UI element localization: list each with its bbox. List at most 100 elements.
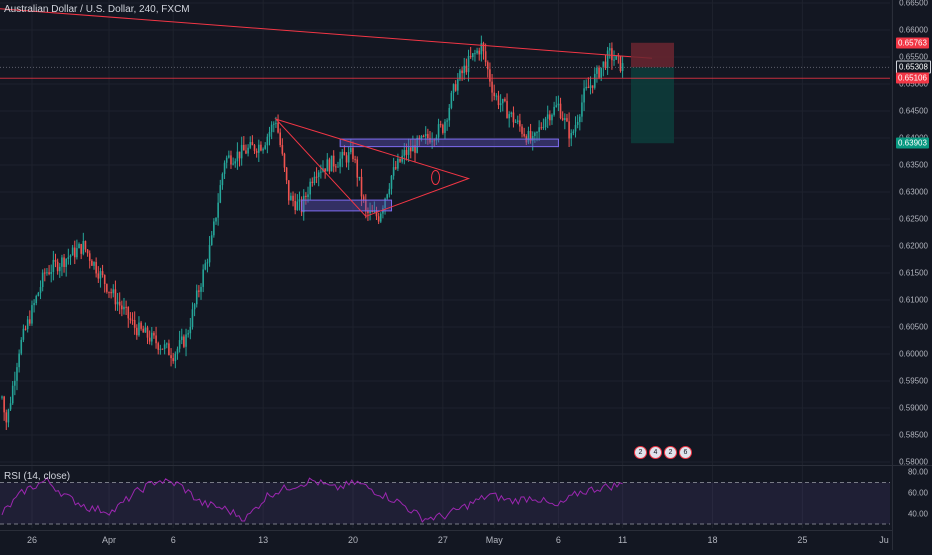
candle-body: [151, 332, 153, 342]
candle-body: [508, 114, 510, 119]
resistance-trendline[interactable]: [0, 8, 653, 59]
candle-body: [97, 273, 100, 279]
candle-body: [16, 367, 18, 381]
candle-body: [58, 266, 61, 272]
support-zone[interactable]: [339, 138, 559, 148]
candle-body: [106, 284, 108, 292]
candle-body: [260, 144, 262, 151]
date-axis[interactable]: [0, 530, 892, 551]
candle-body: [596, 67, 598, 74]
event-badge[interactable]: 2: [664, 446, 677, 459]
candle-body: [159, 348, 162, 350]
candle-body: [450, 92, 453, 108]
date-tick-label: May: [485, 535, 503, 545]
candle-body: [414, 145, 416, 153]
take-profit-zone[interactable]: [631, 67, 674, 144]
stop-loss-zone[interactable]: [631, 42, 674, 68]
candle-body: [116, 301, 119, 305]
event-badge[interactable]: 2: [634, 446, 647, 459]
candle-body: [129, 318, 132, 320]
date-tick-label: 26: [26, 535, 38, 545]
candle-body: [452, 84, 455, 93]
candle-body: [174, 353, 177, 362]
candle-body: [394, 167, 397, 169]
candle-body: [579, 116, 581, 122]
candle-body: [448, 107, 451, 121]
candle-body: [213, 221, 215, 236]
candle-body: [217, 202, 219, 218]
candle-body: [504, 99, 506, 102]
triangle-pattern[interactable]: [274, 118, 471, 217]
candle-body: [559, 103, 562, 119]
pane-divider[interactable]: [0, 465, 932, 466]
candle-body: [37, 292, 40, 297]
candle-body: [11, 385, 14, 404]
candle-body: [50, 272, 53, 275]
candle-body: [324, 168, 326, 172]
candle-body: [54, 259, 57, 262]
candle-body: [362, 196, 365, 200]
candle-body: [350, 148, 352, 153]
price-tag[interactable]: 0.65763: [896, 37, 929, 49]
breakout-circle[interactable]: [431, 170, 441, 185]
candle-body: [240, 144, 243, 159]
candle-body: [103, 275, 106, 285]
candle-body: [52, 259, 55, 273]
price-tag[interactable]: 0.63903: [896, 137, 929, 149]
candle-body: [234, 161, 237, 164]
rsi-line: [1, 476, 623, 523]
price-axis[interactable]: [892, 0, 932, 550]
candle-body: [506, 101, 508, 119]
candle-body: [283, 153, 286, 168]
price-tick-label: 0.61500: [899, 268, 928, 278]
candle-body: [18, 353, 20, 368]
candle-body: [553, 106, 555, 115]
event-badge[interactable]: 6: [679, 446, 692, 459]
candle-body: [253, 145, 256, 151]
price-tag[interactable]: 0.65106: [896, 72, 929, 84]
event-badge[interactable]: 4: [649, 446, 662, 459]
candle-body: [249, 142, 252, 148]
candle-body: [118, 301, 121, 306]
candle-body: [566, 118, 568, 122]
candle-body: [165, 343, 168, 345]
candle-body: [264, 145, 267, 149]
candle-body: [123, 306, 125, 310]
price-tick-label: 0.58000: [899, 457, 928, 467]
candle-body: [93, 262, 95, 266]
candle-body: [9, 403, 12, 410]
candle-body: [14, 380, 16, 386]
candle-body: [377, 216, 380, 222]
candle-body: [243, 144, 245, 151]
candle-body: [302, 195, 305, 213]
candle-body: [409, 147, 412, 152]
candle-body: [587, 86, 590, 88]
candle-body: [531, 135, 534, 142]
candle-body: [431, 140, 433, 143]
candle-body: [176, 348, 179, 354]
candle-body: [442, 124, 444, 133]
candle-body: [326, 159, 329, 172]
candle-body: [268, 131, 271, 137]
candle-body: [48, 272, 50, 275]
candle-body: [29, 319, 31, 324]
candle-body: [133, 320, 136, 328]
candle-body: [521, 126, 523, 134]
candle-body: [258, 144, 260, 153]
candle-body: [484, 51, 487, 63]
candle-body: [486, 62, 489, 70]
candle-body: [317, 172, 320, 178]
support-zone[interactable]: [301, 199, 393, 212]
price-tick-label: 0.60000: [899, 349, 928, 359]
candle-body: [236, 151, 239, 162]
candle-body: [461, 70, 463, 74]
candle-body: [600, 67, 602, 78]
date-tick-label: 13: [258, 535, 269, 545]
candle-body: [178, 340, 181, 349]
candle-body: [529, 130, 532, 142]
price-tick-label: 0.66500: [899, 0, 928, 8]
candle-body: [215, 217, 217, 222]
